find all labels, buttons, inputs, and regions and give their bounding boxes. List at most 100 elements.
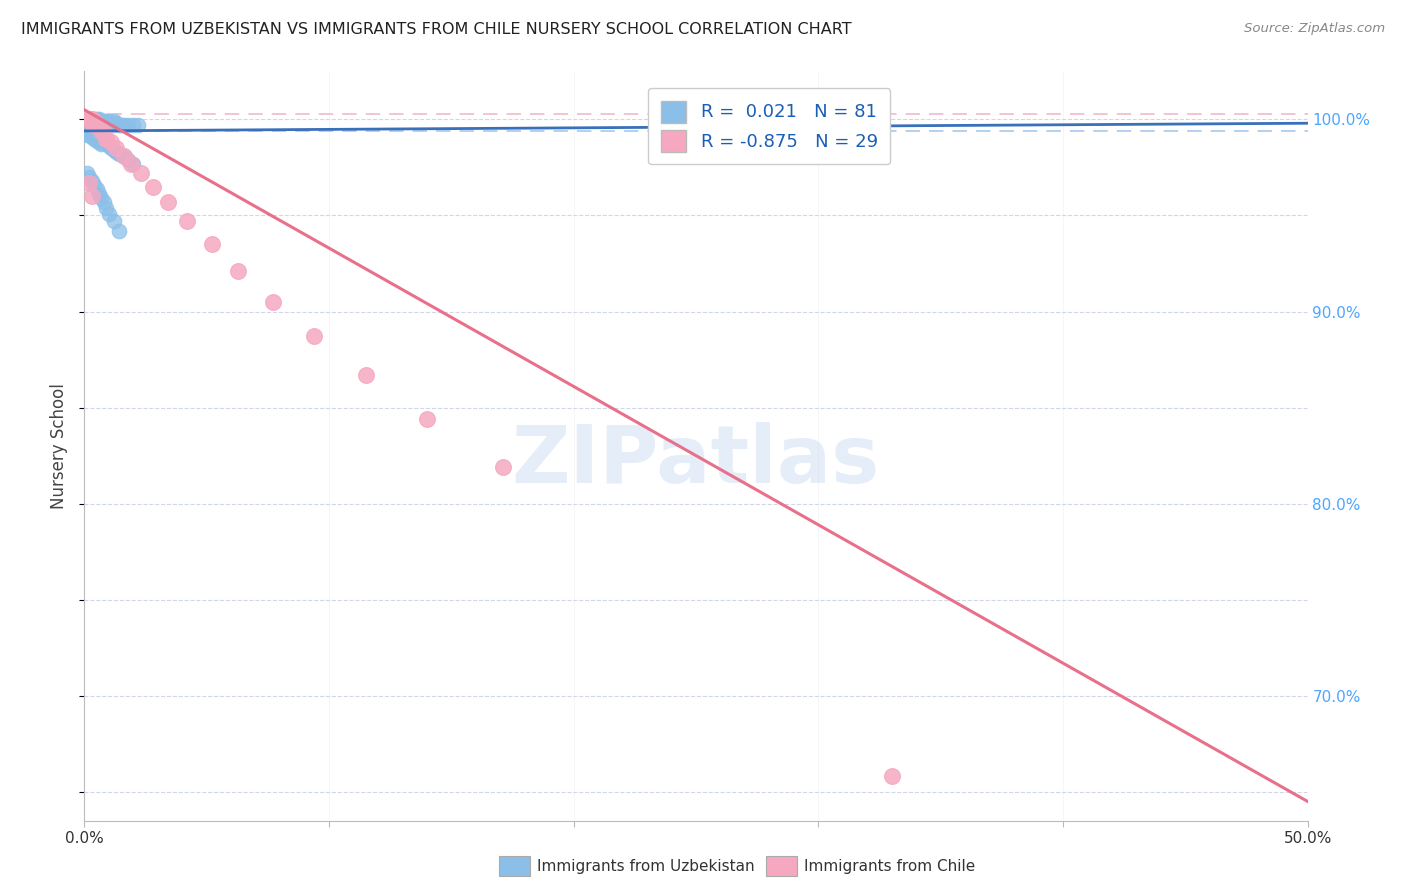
Point <box>76 166 98 180</box>
Point <box>416 412 439 426</box>
Point <box>112 118 135 132</box>
Point <box>262 294 284 309</box>
Text: ZIPatlas: ZIPatlas <box>512 422 880 500</box>
Point <box>83 120 105 134</box>
Point <box>100 116 122 130</box>
Point <box>80 112 103 127</box>
Point <box>86 114 108 128</box>
Point <box>77 112 100 127</box>
Point <box>90 131 112 145</box>
Point <box>83 118 105 132</box>
Point <box>200 237 222 252</box>
Point <box>86 128 108 142</box>
Point <box>80 174 103 188</box>
Point <box>112 149 135 163</box>
Point <box>492 460 515 475</box>
Point <box>80 126 103 140</box>
Point <box>76 112 98 127</box>
Point <box>110 118 132 132</box>
Point <box>90 114 112 128</box>
Point <box>80 120 103 134</box>
Point <box>880 769 903 783</box>
Point <box>87 118 110 132</box>
Point <box>76 112 98 127</box>
Point <box>228 264 250 278</box>
Point <box>77 124 100 138</box>
Point <box>107 147 129 161</box>
Point <box>87 129 110 144</box>
Point <box>87 114 110 128</box>
Point <box>176 214 198 228</box>
Point <box>80 116 103 130</box>
Point <box>86 118 108 132</box>
Point <box>80 118 103 132</box>
Point <box>93 118 115 132</box>
Point <box>93 114 115 128</box>
Point <box>76 112 98 127</box>
Point <box>103 118 125 132</box>
Point <box>76 128 98 142</box>
Point <box>354 368 377 382</box>
Point <box>90 118 112 132</box>
Point <box>117 153 139 167</box>
Point <box>76 116 98 130</box>
Point <box>117 118 139 132</box>
Point <box>83 126 105 140</box>
Point <box>83 178 105 192</box>
Point <box>83 112 105 127</box>
Point <box>80 112 103 127</box>
Text: IMMIGRANTS FROM UZBEKISTAN VS IMMIGRANTS FROM CHILE NURSERY SCHOOL CORRELATION C: IMMIGRANTS FROM UZBEKISTAN VS IMMIGRANTS… <box>21 22 852 37</box>
Point <box>87 120 110 134</box>
Point <box>96 114 118 128</box>
Point <box>76 124 98 138</box>
Point <box>100 141 122 155</box>
Point <box>83 114 105 128</box>
Point <box>103 214 125 228</box>
Point <box>77 120 100 134</box>
Point <box>77 128 100 142</box>
Point <box>90 191 112 205</box>
Point <box>77 114 100 128</box>
Point <box>86 118 108 132</box>
Point <box>97 139 120 153</box>
Point <box>86 134 108 148</box>
Point <box>105 116 128 130</box>
Point <box>80 189 103 203</box>
Point <box>122 156 145 170</box>
Point <box>77 176 100 190</box>
Point <box>107 118 129 132</box>
Point <box>127 118 149 132</box>
Point <box>83 114 105 128</box>
Text: Immigrants from Chile: Immigrants from Chile <box>804 859 976 873</box>
Y-axis label: Nursery School: Nursery School <box>51 383 69 509</box>
Point <box>97 118 120 132</box>
Point <box>96 137 118 152</box>
Point <box>77 169 100 184</box>
Point <box>86 120 108 134</box>
Point <box>80 112 103 127</box>
Point <box>93 126 115 140</box>
Point <box>105 141 128 155</box>
Point <box>156 194 179 209</box>
Point <box>97 114 120 128</box>
Point <box>80 116 103 130</box>
Point <box>103 143 125 157</box>
Point <box>112 149 135 163</box>
Point <box>83 131 105 145</box>
Point <box>120 156 142 170</box>
Point <box>83 118 105 132</box>
Point <box>77 118 100 132</box>
Point <box>100 136 122 150</box>
Point <box>87 187 110 202</box>
Point <box>86 112 108 127</box>
Point <box>103 114 125 128</box>
Point <box>96 201 118 215</box>
Point <box>83 116 105 130</box>
Point <box>77 112 100 127</box>
Point <box>90 124 112 138</box>
Point <box>122 118 145 132</box>
Point <box>304 329 326 343</box>
Point <box>129 166 152 180</box>
Point <box>90 137 112 152</box>
Point <box>86 181 108 195</box>
